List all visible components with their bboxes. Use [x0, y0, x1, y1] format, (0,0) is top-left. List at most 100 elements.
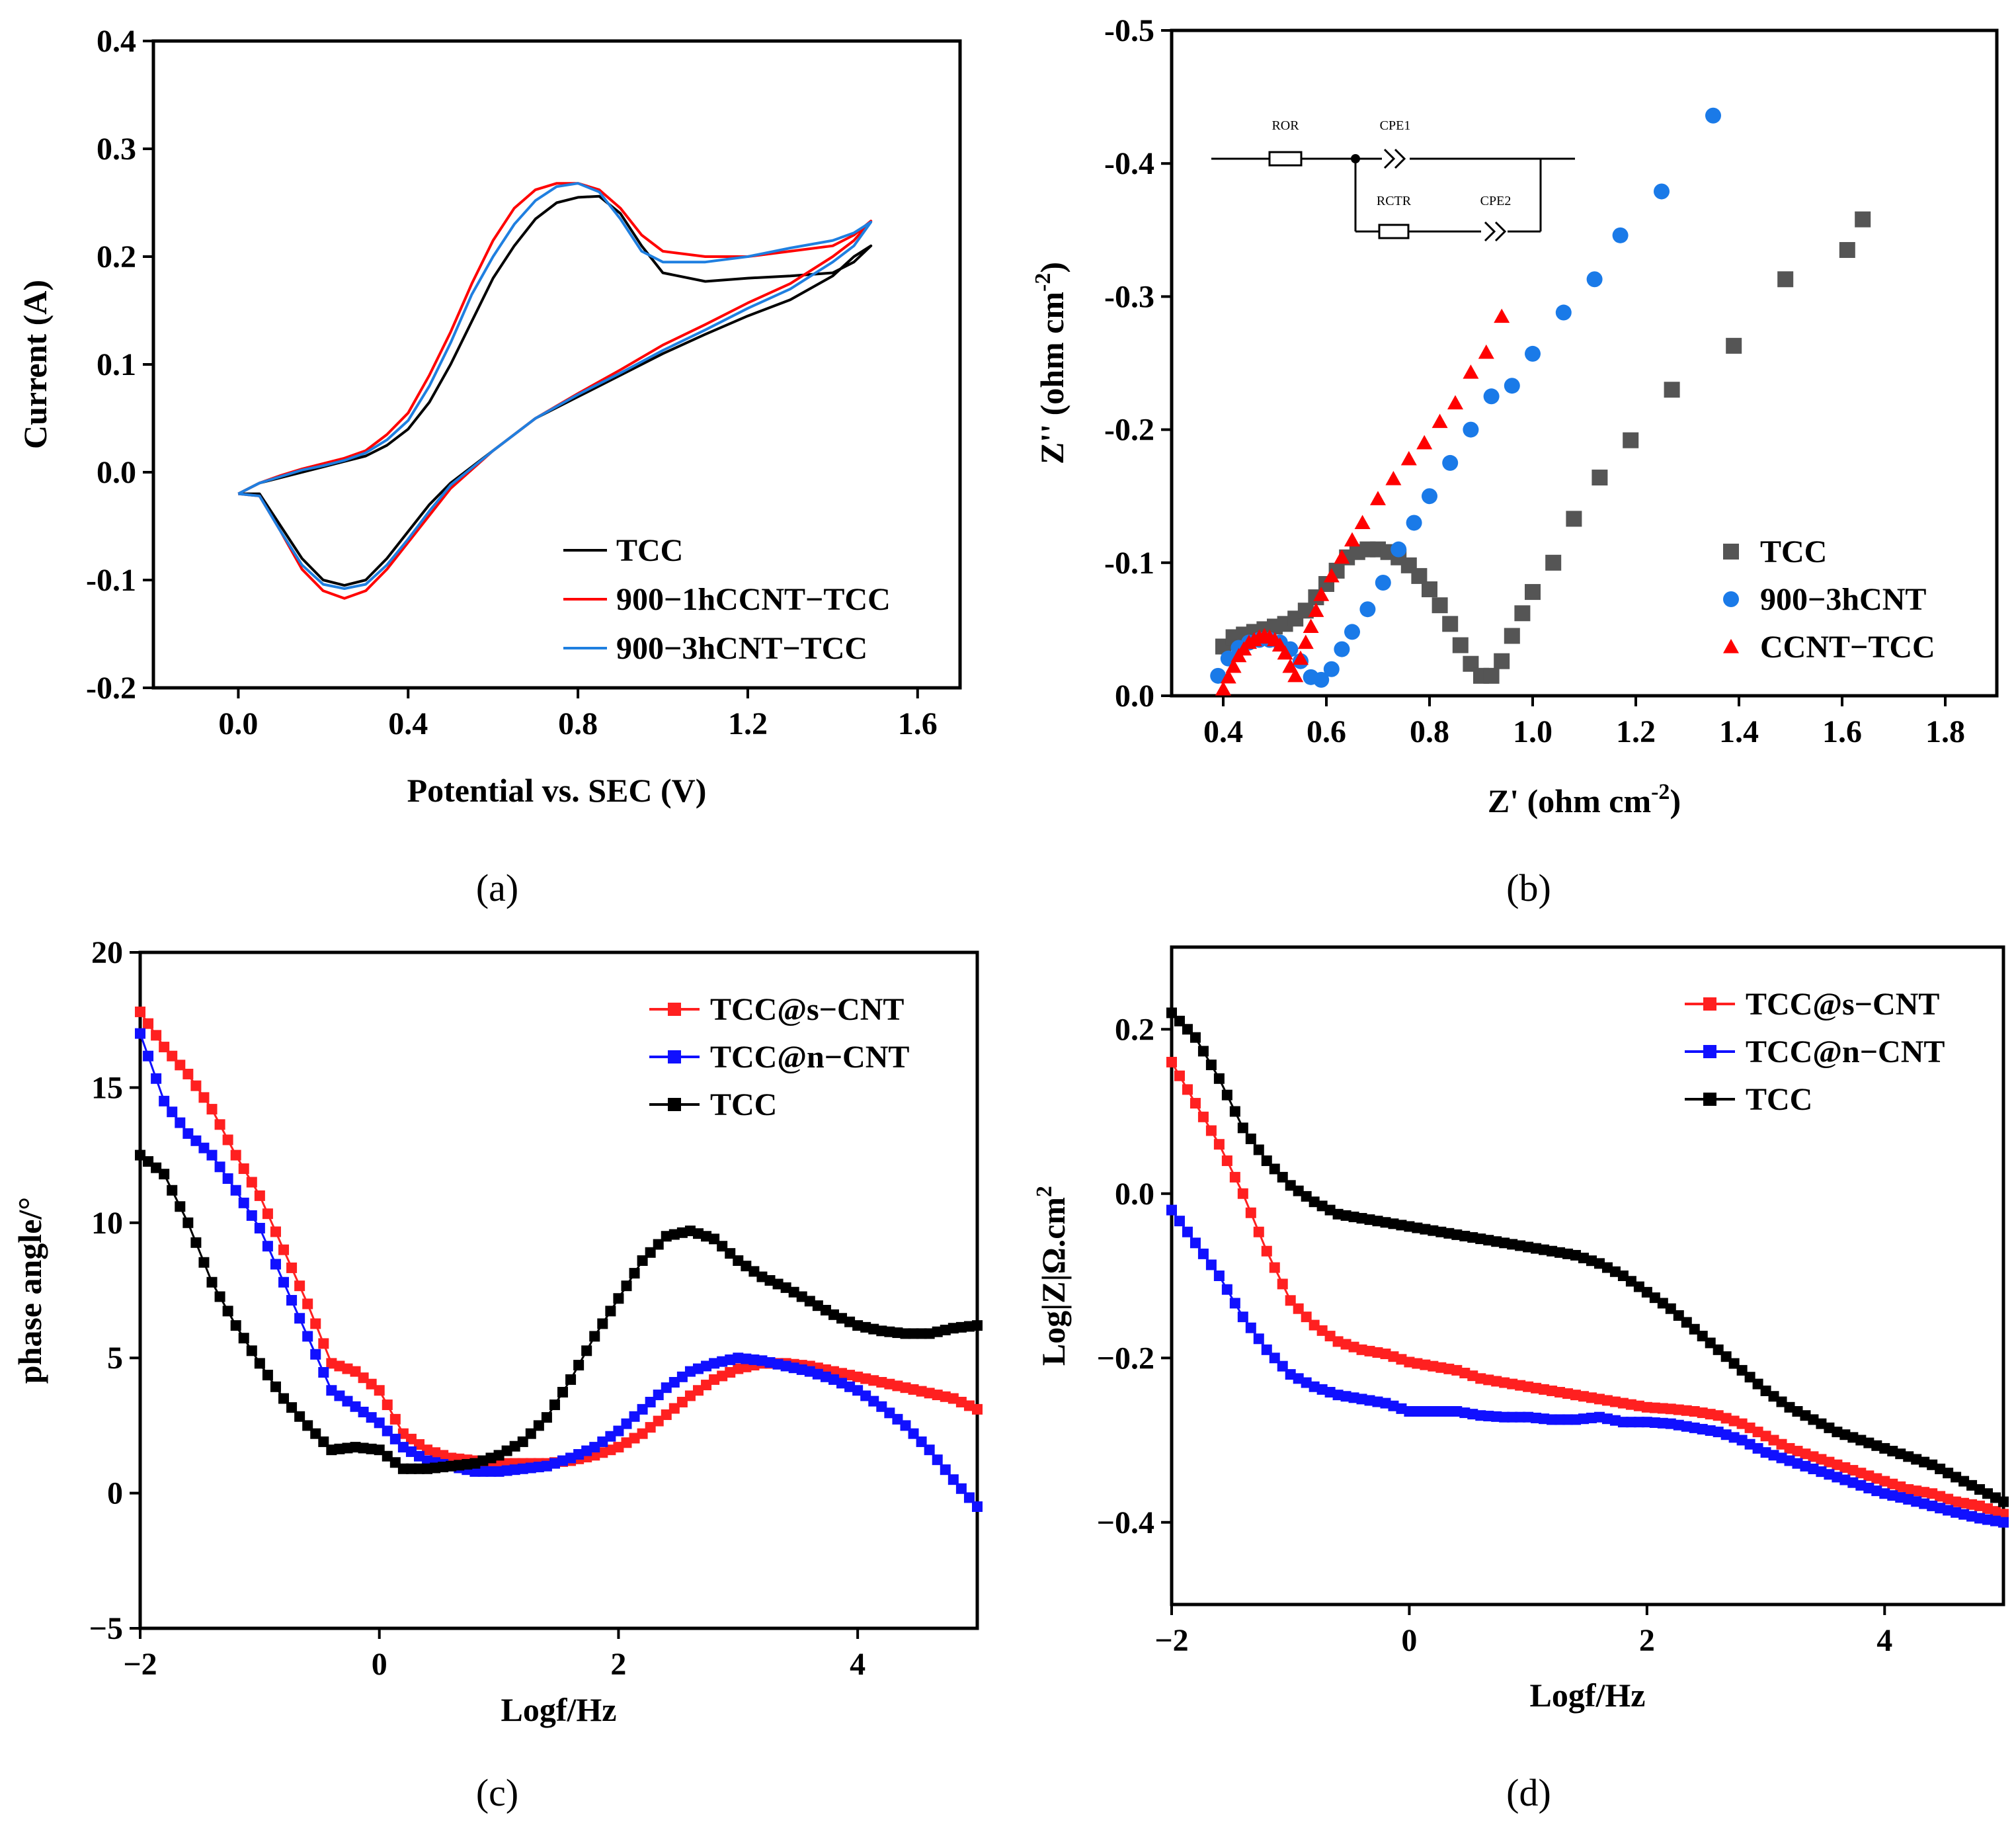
data-point-s0 [198, 1092, 210, 1103]
x-tick-label: 1.6 [898, 706, 938, 741]
data-point-s1 [1197, 1248, 1209, 1259]
data-point-s2 [916, 1328, 927, 1339]
data-point-s2 [1220, 669, 1236, 684]
data-point-s1 [955, 1483, 967, 1494]
data-point-s1 [613, 1425, 624, 1437]
data-point-s2 [1245, 1133, 1256, 1144]
data-point-s0 [1166, 1056, 1177, 1067]
data-point-s0 [1855, 211, 1871, 228]
data-point-s1 [1504, 378, 1520, 394]
data-point-s2 [1213, 1073, 1225, 1084]
data-point-s2 [613, 1293, 624, 1304]
data-point-s1 [501, 1465, 512, 1476]
y-tick-label: -0.1 [86, 563, 136, 598]
data-point-s1 [135, 1028, 145, 1039]
data-point-s1 [1406, 515, 1422, 531]
data-point-s2 [684, 1226, 696, 1237]
data-point-s0 [908, 1384, 919, 1395]
data-point-s0 [182, 1068, 194, 1079]
data-point-s1 [621, 1418, 632, 1429]
legend-marker-0 [1703, 997, 1716, 1011]
x-tick-label: 1.4 [1719, 714, 1759, 749]
y-tick-label: 0.3 [97, 132, 136, 167]
data-point-s2 [661, 1231, 672, 1242]
panel-b: 0.4 0.6 0.8 1.0 1.2 1.4 1.6 1.8 0.0 -0.1 -0.2 -0.3 -… [1031, 13, 1999, 909]
panel-d: −2 0 2 4 −0.4 −0.2 0.0 0.2 Logf/Hz Log|Z|Ω.cm2 (d)… [1032, 945, 2009, 1814]
data-point-s1 [820, 1371, 831, 1382]
data-point-s2 [525, 1428, 536, 1439]
data-point-s1 [1253, 1333, 1264, 1345]
data-point-s2 [852, 1320, 864, 1331]
data-point-s2 [1166, 1007, 1177, 1019]
data-point-s1 [900, 1420, 911, 1431]
data-point-s0 [693, 1385, 704, 1396]
data-point-s2 [756, 1271, 768, 1282]
data-point-s1 [963, 1492, 975, 1503]
data-point-s1 [143, 1050, 154, 1062]
data-point-s1 [1245, 1322, 1256, 1333]
data-point-s2 [190, 1237, 202, 1248]
data-point-s2 [182, 1217, 194, 1228]
data-point-s0 [350, 1366, 361, 1377]
y-tick-label: -0.4 [1104, 146, 1154, 181]
data-point-s0 [262, 1208, 273, 1220]
data-point-s0 [972, 1403, 983, 1415]
data-point-s1 [804, 1366, 815, 1377]
legend-label-2: 900−3hCNT−TCC [616, 631, 867, 666]
data-point-s1 [693, 1363, 704, 1374]
data-point-s0 [238, 1163, 249, 1175]
data-point-s1 [182, 1128, 194, 1139]
data-point-s1 [581, 1445, 592, 1456]
data-point-s2 [501, 1445, 512, 1456]
legend-marker-1 [1723, 591, 1739, 607]
data-point-s2 [318, 1436, 329, 1447]
data-point-s1 [764, 1357, 776, 1368]
data-point-s1 [175, 1117, 186, 1128]
data-point-s1 [286, 1294, 298, 1306]
data-point-s0 [1452, 637, 1469, 653]
data-point-s0 [1277, 1278, 1288, 1290]
data-point-s1 [748, 1354, 760, 1365]
data-point-s1 [206, 1149, 218, 1161]
data-point-s2 [1215, 681, 1231, 696]
data-point-s2 [796, 1291, 807, 1302]
data-point-s1 [1323, 661, 1340, 677]
data-point-s2 [405, 1463, 417, 1474]
data-point-s0 [230, 1149, 241, 1161]
y-tick-label: -0.1 [1104, 546, 1154, 581]
legend-label-2: TCC [1746, 1082, 1812, 1117]
data-point-s2 [1225, 658, 1242, 673]
data-point-s0 [1229, 1171, 1240, 1183]
data-point-s1 [597, 1436, 608, 1447]
data-point-s2 [764, 1275, 776, 1286]
data-point-s2 [262, 1370, 273, 1381]
data-point-s0 [397, 1428, 409, 1439]
data-point-s0 [684, 1390, 696, 1401]
legend-label-1: 900−1hCCNT−TCC [616, 582, 891, 617]
data-point-s0 [1664, 382, 1680, 398]
data-point-s1 [1375, 574, 1391, 591]
y-tick-label: -0.2 [1104, 413, 1154, 448]
data-point-s0 [676, 1396, 688, 1407]
panel-caption: (d) [1506, 1771, 1551, 1814]
data-point-s1 [892, 1413, 903, 1425]
data-point-s2 [972, 1320, 983, 1331]
data-point-s2 [549, 1399, 560, 1411]
data-point-s0 [1504, 628, 1520, 644]
data-point-s0 [1483, 667, 1500, 684]
data-point-s2 [167, 1185, 178, 1196]
data-point-s1 [1313, 671, 1330, 688]
data-point-s0 [1726, 337, 1742, 354]
data-point-s2 [366, 1443, 377, 1454]
data-point-s2 [589, 1331, 600, 1342]
x-tick-label: 0.6 [1307, 714, 1346, 749]
data-point-s2 [900, 1328, 911, 1339]
data-point-s0 [725, 1367, 736, 1378]
data-point-s1 [852, 1385, 864, 1396]
x-tick-label: 2 [1639, 1623, 1655, 1658]
data-point-s2 [485, 1452, 497, 1464]
data-point-s2 [493, 1450, 504, 1461]
legend-marker-2 [668, 1098, 681, 1111]
panel-caption: (c) [476, 1771, 518, 1814]
